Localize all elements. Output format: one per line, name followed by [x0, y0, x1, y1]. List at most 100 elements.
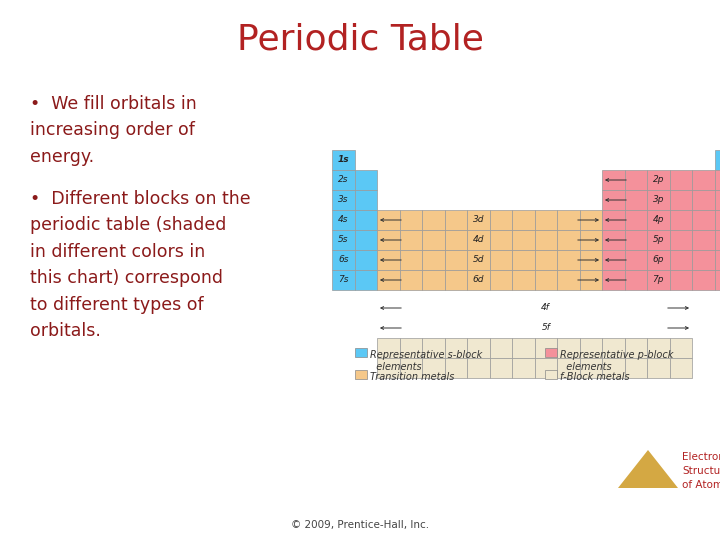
Bar — [377, 270, 400, 290]
Bar — [624, 210, 647, 230]
Text: 3s: 3s — [338, 195, 348, 205]
Bar — [444, 210, 467, 230]
Text: 1s: 1s — [338, 156, 349, 165]
Bar — [332, 270, 354, 290]
Bar — [422, 358, 444, 378]
Bar — [534, 250, 557, 270]
Bar — [354, 370, 366, 379]
Text: Representative p-block
  elements: Representative p-block elements — [560, 350, 674, 372]
Bar — [557, 210, 580, 230]
Bar — [377, 358, 400, 378]
Text: 6p: 6p — [652, 255, 664, 265]
Bar — [400, 270, 422, 290]
Bar — [377, 210, 400, 230]
Bar — [422, 250, 444, 270]
Text: Electronic
Structure
of Atoms: Electronic Structure of Atoms — [682, 452, 720, 490]
Bar — [490, 230, 512, 250]
Bar — [534, 210, 557, 230]
Bar — [602, 230, 624, 250]
Bar — [444, 230, 467, 250]
Text: 4f: 4f — [541, 303, 550, 313]
Bar — [534, 338, 557, 358]
Bar — [377, 230, 400, 250]
Bar — [544, 348, 557, 357]
Bar — [692, 250, 714, 270]
Bar — [624, 338, 647, 358]
Bar — [580, 358, 602, 378]
Bar — [602, 190, 624, 210]
Bar — [647, 230, 670, 250]
Bar — [670, 250, 692, 270]
Bar — [332, 230, 354, 250]
Bar — [670, 190, 692, 210]
Bar — [692, 170, 714, 190]
Bar — [490, 210, 512, 230]
Bar — [534, 270, 557, 290]
Bar — [714, 250, 720, 270]
Bar — [624, 170, 647, 190]
Bar — [354, 210, 377, 230]
Bar — [354, 190, 377, 210]
Bar — [647, 358, 670, 378]
Bar — [692, 270, 714, 290]
Bar — [332, 170, 354, 190]
Bar — [647, 270, 670, 290]
Bar — [557, 250, 580, 270]
Bar — [714, 150, 720, 170]
Text: 4s: 4s — [338, 215, 348, 225]
Bar — [580, 338, 602, 358]
Bar — [714, 210, 720, 230]
Text: Transition metals: Transition metals — [371, 372, 455, 382]
Bar — [624, 230, 647, 250]
Bar — [490, 338, 512, 358]
Bar — [670, 270, 692, 290]
Bar — [692, 210, 714, 230]
Text: 5p: 5p — [652, 235, 664, 245]
Bar — [512, 338, 534, 358]
Bar — [490, 250, 512, 270]
Bar — [400, 250, 422, 270]
Text: 7p: 7p — [652, 275, 664, 285]
Text: Periodic Table: Periodic Table — [237, 22, 483, 56]
Bar — [557, 358, 580, 378]
Bar — [332, 250, 354, 270]
Bar — [647, 250, 670, 270]
Bar — [467, 358, 490, 378]
Text: 5s: 5s — [338, 235, 348, 245]
Bar — [400, 230, 422, 250]
Bar — [602, 338, 624, 358]
Bar — [534, 358, 557, 378]
Bar — [714, 230, 720, 250]
Bar — [714, 190, 720, 210]
Bar — [354, 250, 377, 270]
Bar — [354, 270, 377, 290]
Bar — [714, 270, 720, 290]
Bar — [332, 210, 354, 230]
Bar — [422, 210, 444, 230]
Text: 5d: 5d — [472, 255, 484, 265]
Text: 3p: 3p — [652, 195, 664, 205]
Bar — [377, 250, 400, 270]
Bar — [490, 270, 512, 290]
Bar — [512, 230, 534, 250]
Bar — [467, 230, 490, 250]
Bar — [670, 210, 692, 230]
Bar — [580, 210, 602, 230]
Text: 2p: 2p — [652, 176, 664, 185]
Bar — [624, 358, 647, 378]
Bar — [354, 170, 377, 190]
Bar — [580, 250, 602, 270]
Text: 4p: 4p — [652, 215, 664, 225]
Text: 5f: 5f — [541, 323, 550, 333]
Bar — [580, 230, 602, 250]
Bar — [624, 190, 647, 210]
Bar — [602, 250, 624, 270]
Bar — [444, 250, 467, 270]
Bar — [544, 370, 557, 379]
Text: 6d: 6d — [472, 275, 484, 285]
Bar — [400, 338, 422, 358]
Text: •  We fill orbitals in
increasing order of
energy.: • We fill orbitals in increasing order o… — [30, 95, 197, 166]
Bar — [557, 230, 580, 250]
Polygon shape — [618, 450, 678, 488]
Bar — [670, 338, 692, 358]
